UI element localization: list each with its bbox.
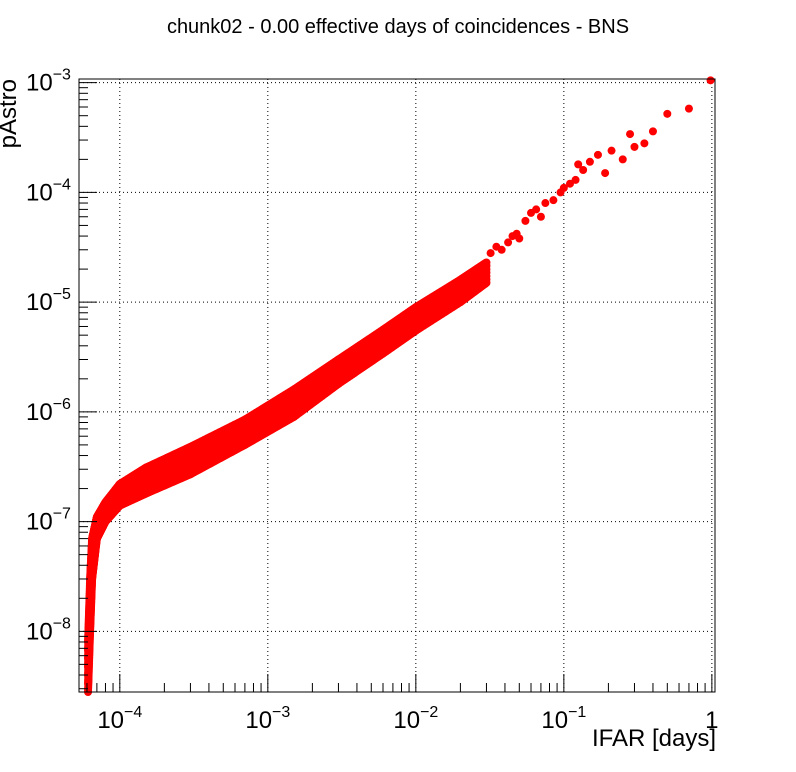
data-point [626, 130, 635, 139]
data-point [648, 127, 657, 136]
data-points [84, 76, 715, 696]
data-point [585, 157, 594, 166]
data-point [571, 175, 580, 184]
data-point [607, 146, 616, 155]
data-point [579, 166, 588, 174]
data-point [663, 109, 672, 118]
data-point [706, 76, 715, 85]
data-point [541, 199, 550, 208]
data-point [486, 249, 495, 258]
x-axis-title: IFAR [days] [592, 725, 716, 752]
data-point [521, 216, 530, 225]
data-point [532, 205, 541, 214]
data-point [601, 169, 610, 178]
data-point [536, 212, 545, 221]
data-point [684, 104, 693, 113]
chart-title: chunk02 - 0.00 effective days of coincid… [167, 16, 629, 38]
data-point [549, 196, 558, 205]
data-point [515, 234, 524, 243]
y-axis-title: pAstro [0, 79, 22, 148]
data-point [497, 245, 506, 254]
data-point [640, 139, 649, 148]
data-point [482, 258, 491, 267]
data-point [630, 142, 639, 151]
data-point [618, 155, 627, 164]
data-point [593, 150, 602, 159]
